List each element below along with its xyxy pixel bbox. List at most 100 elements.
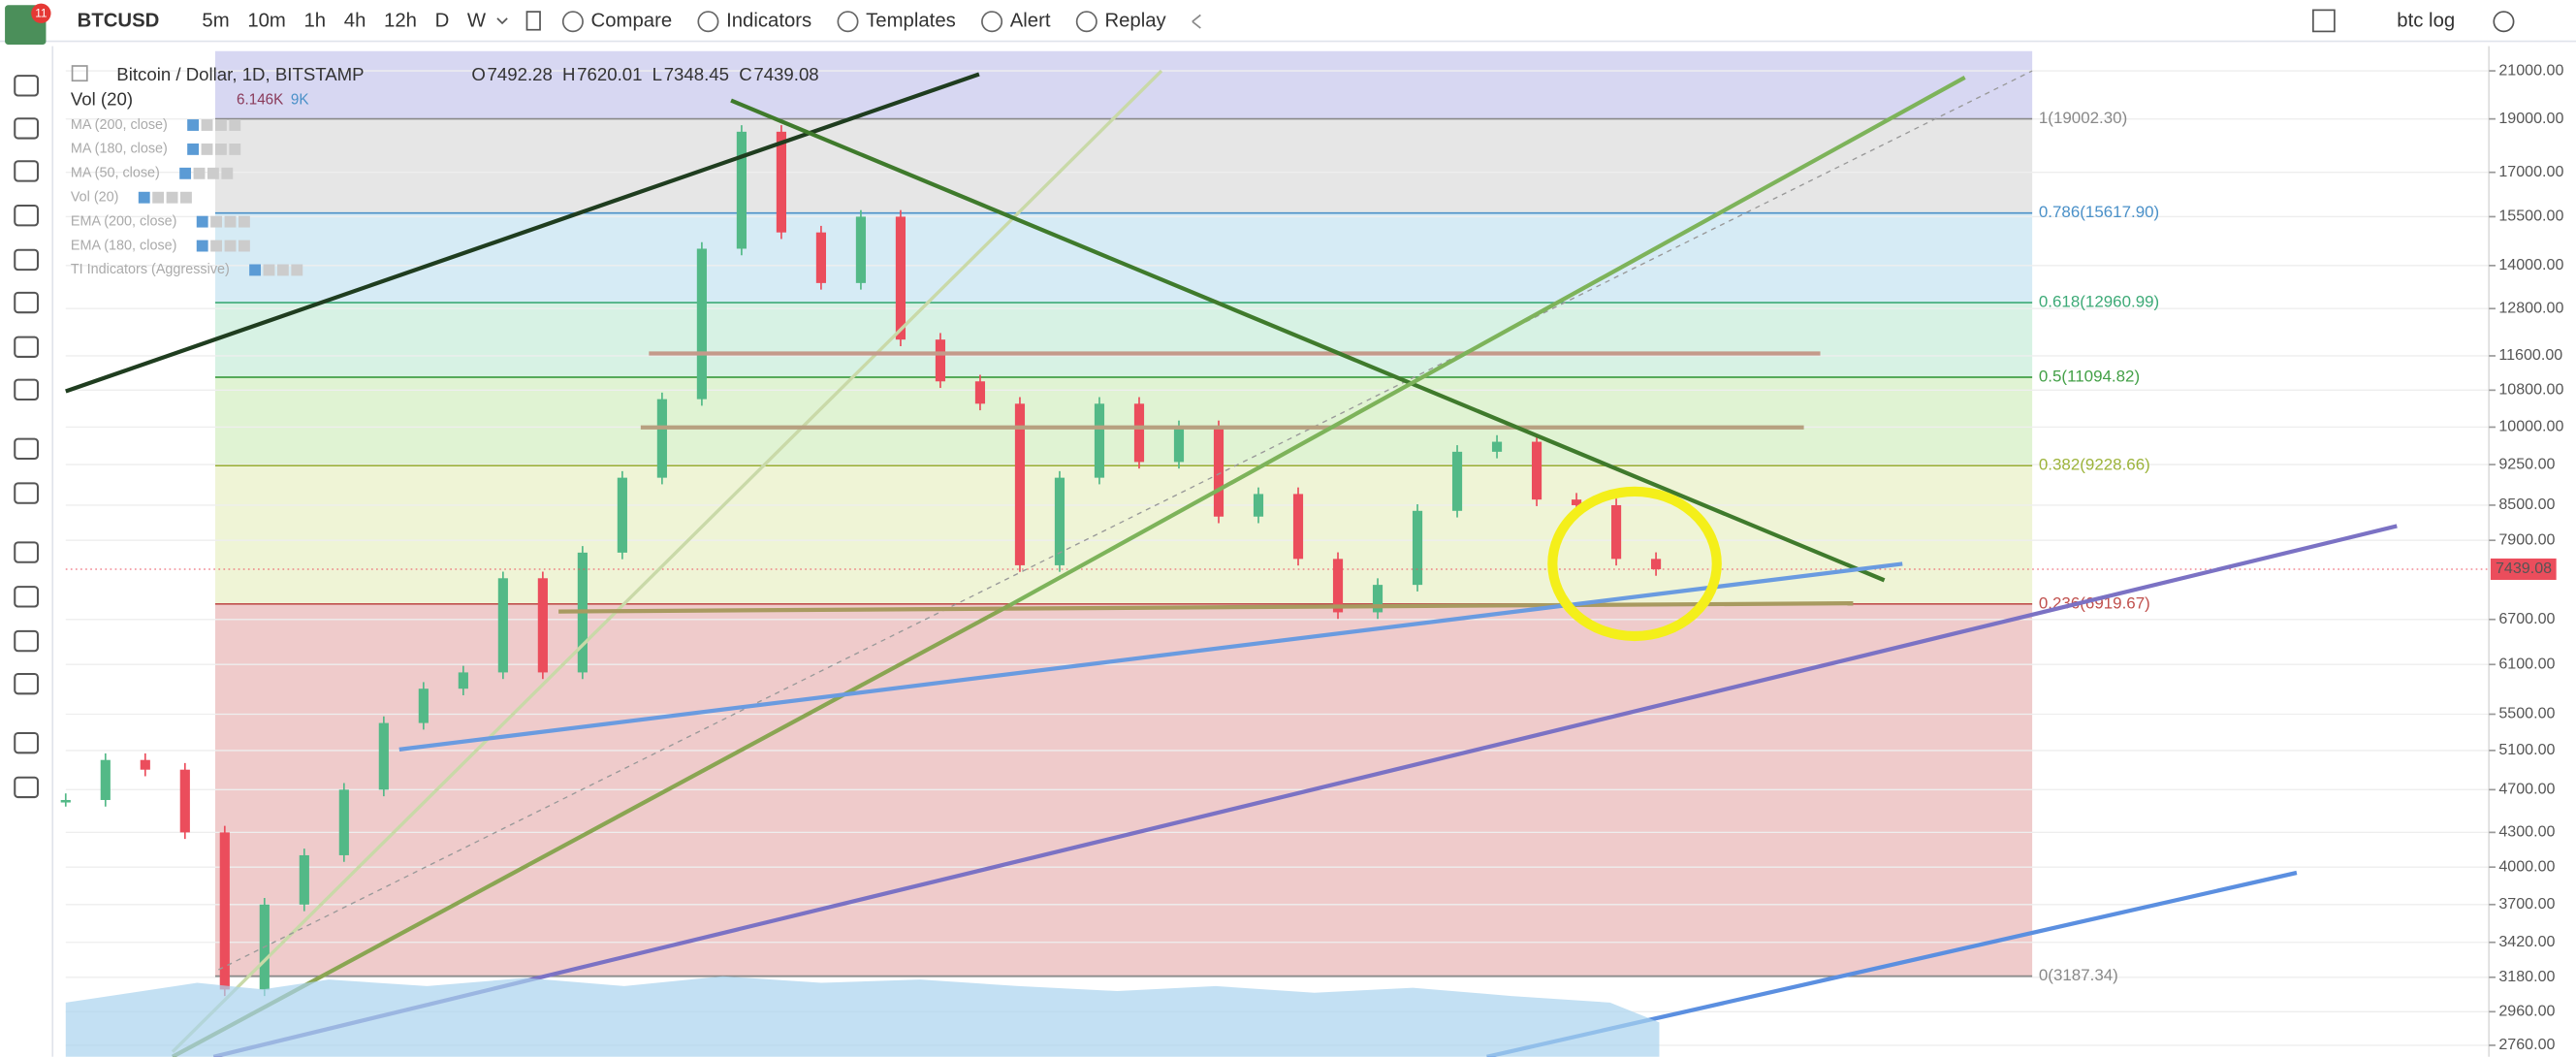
tool-icon[interactable] <box>14 291 39 314</box>
tool-icon[interactable] <box>14 336 39 358</box>
legend: Bitcoin / Dollar, 1D, BITSTAMP Vol (20) … <box>71 64 819 277</box>
toolbar-button[interactable]: Templates <box>866 11 956 32</box>
toolbar-button[interactable]: Alert <box>1010 11 1051 32</box>
tool-icon[interactable] <box>14 248 39 272</box>
indicator-button[interactable] <box>210 215 223 228</box>
indicator-button[interactable] <box>210 240 223 252</box>
notification-badge <box>31 3 51 23</box>
indicator-button[interactable] <box>238 240 250 252</box>
interval-button[interactable]: 5m <box>202 11 229 32</box>
interval-button[interactable]: D <box>435 11 450 32</box>
indicator-button[interactable] <box>229 119 241 131</box>
ohlc-value: 7439.08 <box>753 64 818 84</box>
candle <box>338 789 349 855</box>
candle <box>140 759 150 770</box>
button-icon <box>697 11 719 33</box>
tick-label: 19000.00 <box>2498 110 2563 127</box>
indicator-button[interactable] <box>193 167 206 179</box>
indicator-button[interactable] <box>138 191 150 204</box>
toolbar-button[interactable]: Compare <box>591 11 673 32</box>
indicator-button[interactable] <box>229 143 241 155</box>
tool-icon[interactable] <box>14 672 39 695</box>
tool-icon[interactable] <box>14 731 39 754</box>
indicator-button[interactable] <box>166 191 178 204</box>
tool-icon[interactable] <box>14 117 39 140</box>
price-axis: 21000.00 19000.00 17000.00 15500.00 14000.00… <box>2488 46 2563 1057</box>
indicator-button[interactable] <box>201 143 213 155</box>
fib-label: 0.618(12960.99) <box>2039 293 2159 311</box>
tool-icon[interactable] <box>14 205 39 227</box>
candle <box>1253 494 1264 517</box>
interval-button[interactable]: 12h <box>384 11 417 32</box>
candle <box>100 759 111 800</box>
indicator-button[interactable] <box>207 167 219 179</box>
tick-label: 10000.00 <box>2498 418 2563 435</box>
indicator-button[interactable] <box>214 143 227 155</box>
indicator-button[interactable] <box>291 264 303 276</box>
ohlc-key: L <box>652 64 662 84</box>
indicator-button[interactable] <box>196 215 208 228</box>
trendline <box>171 69 1163 1053</box>
candle <box>1332 559 1344 613</box>
symbol[interactable]: BTCUSD <box>78 11 160 32</box>
candle <box>458 672 468 689</box>
tool-icon[interactable] <box>14 629 39 653</box>
indicator-button[interactable] <box>224 215 237 228</box>
tool-icon[interactable] <box>14 482 39 504</box>
indicator-name: MA (180, close) <box>71 142 168 157</box>
indicator-button[interactable] <box>187 143 200 155</box>
button-icon <box>837 11 859 33</box>
candle <box>299 854 309 905</box>
ohlc-value: 7620.01 <box>577 64 642 84</box>
trendline <box>398 561 1903 753</box>
fib-label: 0.5(11094.82) <box>2039 367 2140 385</box>
chart-style-icon[interactable] <box>525 11 541 31</box>
indicator-button[interactable] <box>238 215 250 228</box>
interval-button[interactable]: 1h <box>304 11 327 32</box>
indicator-button[interactable] <box>179 167 192 179</box>
candle <box>617 477 627 553</box>
interval-button[interactable]: 10m <box>247 11 286 32</box>
tool-icon[interactable] <box>14 160 39 182</box>
interval-button[interactable]: 4h <box>344 11 366 32</box>
dropdown-arrow <box>496 17 508 25</box>
toolbar-button[interactable]: Indicators <box>726 11 811 32</box>
indicator-button[interactable] <box>196 240 208 252</box>
indicator-button[interactable] <box>187 119 200 131</box>
tool-icon[interactable] <box>14 776 39 799</box>
candle <box>1292 494 1304 560</box>
tool-icon[interactable] <box>14 586 39 608</box>
indicator-button[interactable] <box>249 264 262 276</box>
trendline <box>730 98 1886 583</box>
candle <box>1571 499 1582 505</box>
settings-icon[interactable] <box>2493 11 2515 33</box>
indicator-button[interactable] <box>263 264 275 276</box>
tool-icon[interactable] <box>14 437 39 460</box>
candle <box>497 578 508 673</box>
indicator-name: MA (50, close) <box>71 166 160 181</box>
indicator-button[interactable] <box>152 191 165 204</box>
collapse-icon[interactable] <box>71 65 88 82</box>
tool-icon[interactable] <box>14 541 39 563</box>
tool-icon[interactable] <box>14 378 39 400</box>
fullscreen-icon[interactable] <box>2312 9 2336 33</box>
layout-name[interactable]: btc log <box>2397 11 2455 32</box>
tool-icon[interactable] <box>14 75 39 97</box>
indicator-button[interactable] <box>201 119 213 131</box>
indicator-button[interactable] <box>214 119 227 131</box>
candle <box>776 131 786 233</box>
tick-label: 21000.00 <box>2498 61 2563 79</box>
fib-label: 1(19002.30) <box>2039 109 2127 127</box>
tick-label: 7900.00 <box>2498 530 2555 548</box>
toolbar-button[interactable]: Replay <box>1104 11 1166 32</box>
candle <box>378 722 389 790</box>
indicator-button[interactable] <box>276 264 289 276</box>
indicator-button[interactable] <box>224 240 237 252</box>
undo-icon[interactable] <box>1192 14 1201 29</box>
indicator-name: TI Indicators (Aggressive) <box>71 262 230 277</box>
candle <box>974 381 986 404</box>
indicator-button[interactable] <box>180 191 192 204</box>
indicator-button[interactable] <box>221 167 234 179</box>
interval-button[interactable]: W <box>467 11 487 32</box>
